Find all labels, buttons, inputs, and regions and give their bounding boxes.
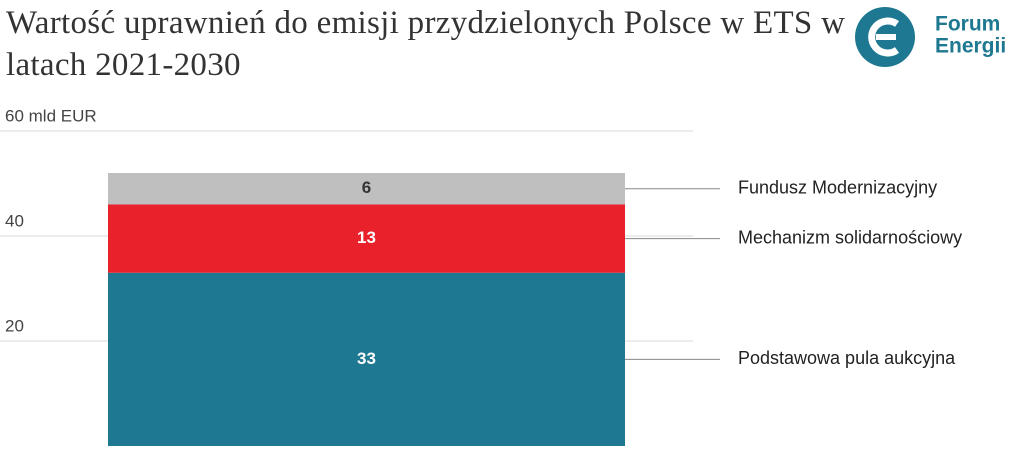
logo: Forum Energii [855,7,1006,67]
chart-title: Wartość uprawnień do emisji przydzielony… [6,5,846,83]
value-label: 6 [362,178,371,197]
legend-label: Podstawowa pula aukcyjna [738,348,956,368]
value-label: 33 [357,349,376,368]
value-label: 13 [357,228,376,247]
bar-segment [108,204,625,273]
legend-label: Fundusz Modernizacyjny [738,178,937,198]
logo-mark [868,17,900,57]
y-tick-label: 60 mld EUR [5,106,97,125]
bar-segment [108,272,625,446]
y-tick-label: 20 [5,316,24,335]
logo-text: Forum [935,13,1000,36]
legend-label: Mechanizm solidarnościowy [738,227,962,247]
logo-text: Energii [935,35,1006,58]
bar-segment [108,173,625,205]
y-tick-label: 40 [5,211,24,230]
